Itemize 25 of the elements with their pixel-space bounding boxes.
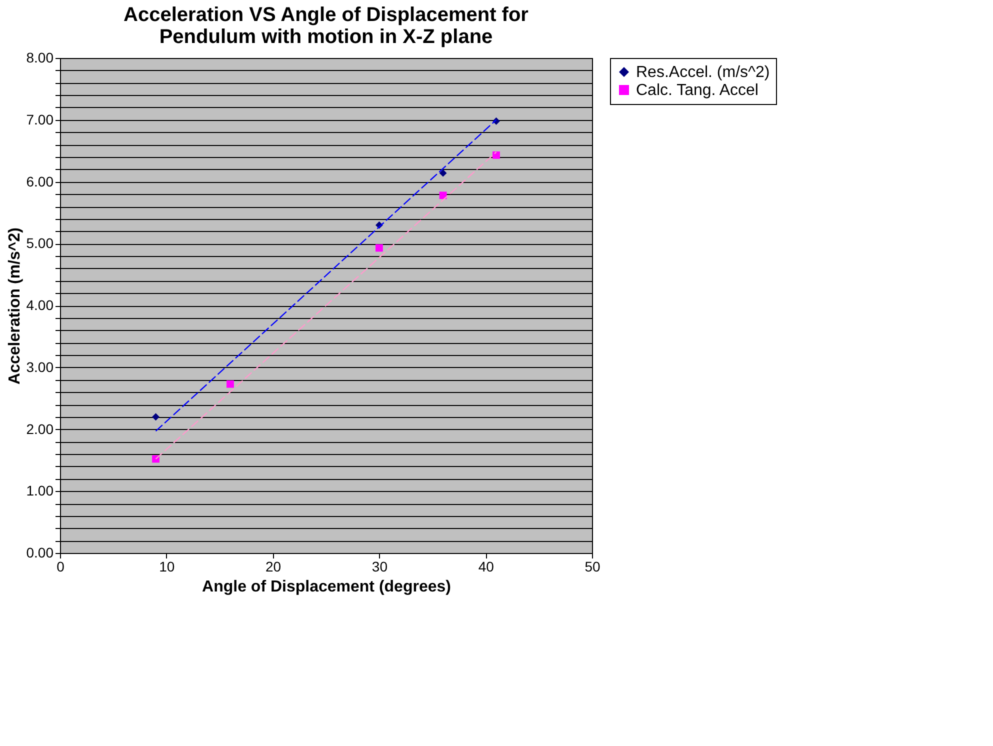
y-tick-label: 7.00 [26,111,54,128]
y-axis-title: Acceleration (m/s^2) [6,228,24,384]
y-tick-label: 4.00 [26,297,54,313]
y-tick-label: 0.00 [26,544,54,560]
y-tick-label: 6.00 [26,173,54,190]
point [375,244,383,252]
x-tick-label: 50 [584,558,600,574]
y-tick-label: 2.00 [26,420,54,437]
y-tick-label: 5.00 [26,235,54,252]
y-tick-label: 8.00 [26,50,54,66]
chart-title: Acceleration VS Angle of Displacement for Pendulum with motion in X-Z plane [124,4,529,48]
point [152,413,160,421]
x-tick-label: 40 [478,558,494,574]
point [439,169,447,177]
x-tick-label: 0 [56,558,65,574]
x-axis-title: Angle of Displacement (degrees) [202,578,451,596]
y-tick-label: 1.00 [26,482,54,499]
point [492,151,500,159]
x-tick-label: 20 [266,558,282,574]
point [226,380,234,388]
y-tick-label: 3.00 [26,358,54,375]
x-tick-label: 30 [372,558,388,574]
legend-label: Res.Accel. (m/s^2) [636,64,770,81]
legend-label: Calc. Tang. Accel [636,82,758,99]
x-tick-label: 10 [159,558,175,574]
